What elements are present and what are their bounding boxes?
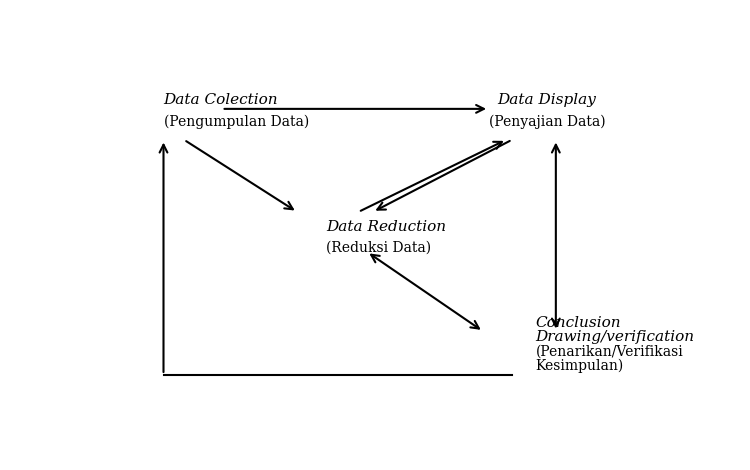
Text: Kesimpulan): Kesimpulan) — [536, 359, 624, 373]
Text: (Penyajian Data): (Penyajian Data) — [489, 114, 605, 129]
Text: Data Colection: Data Colection — [164, 93, 278, 107]
Text: Data Reduction: Data Reduction — [326, 220, 446, 234]
Text: Drawing/verification: Drawing/verification — [536, 330, 694, 344]
Text: Conclusion: Conclusion — [536, 316, 621, 329]
Text: (Penarikan/Verifikasi: (Penarikan/Verifikasi — [536, 345, 683, 359]
Text: (Pengumpulan Data): (Pengumpulan Data) — [164, 114, 309, 129]
Text: (Reduksi Data): (Reduksi Data) — [326, 241, 431, 255]
Text: Data Display: Data Display — [498, 93, 596, 107]
